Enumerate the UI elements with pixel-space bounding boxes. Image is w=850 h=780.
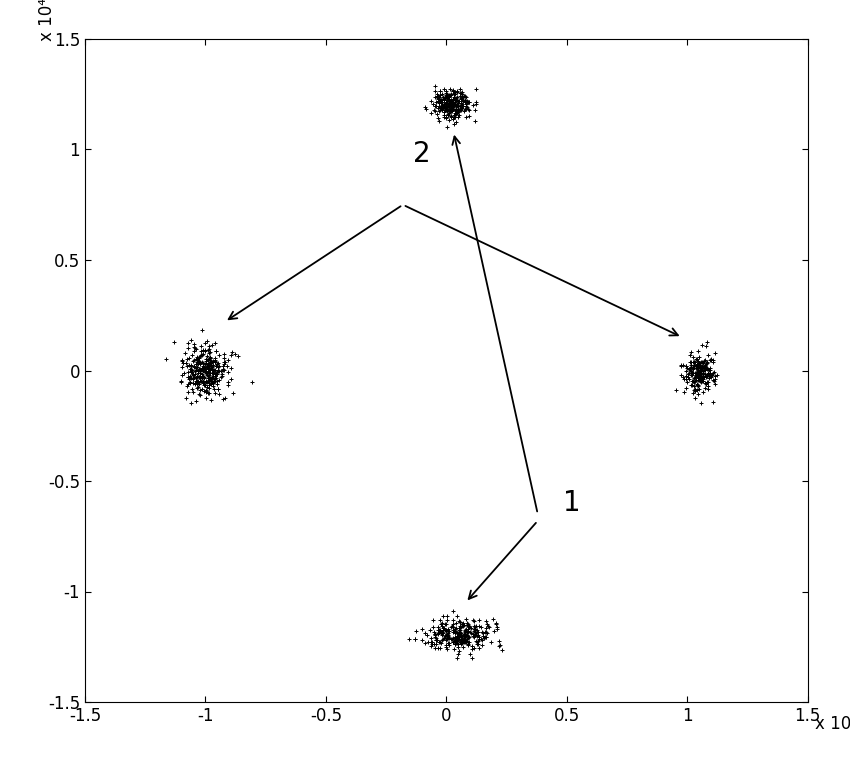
Y-axis label: x 10⁴: x 10⁴ [38, 0, 56, 41]
Text: 1: 1 [563, 489, 581, 517]
X-axis label: x 10⁴: x 10⁴ [815, 715, 850, 733]
Text: 2: 2 [413, 140, 431, 168]
